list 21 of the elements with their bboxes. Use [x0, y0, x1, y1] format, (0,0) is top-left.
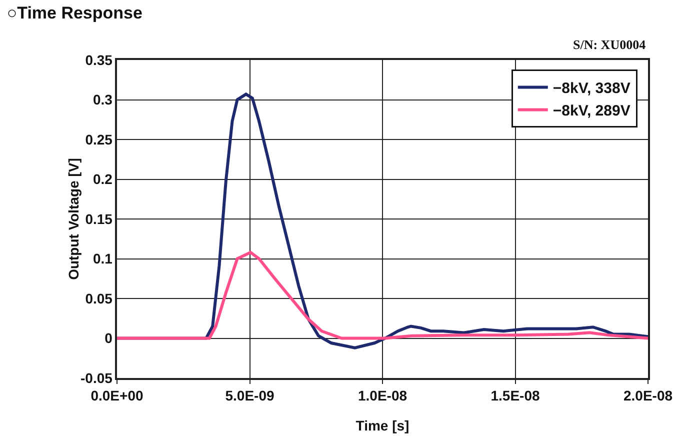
y-tick-label: 0.15 [85, 210, 113, 227]
x-tick-label: 2.0E-08 [623, 388, 673, 404]
legend-label: −8kV, 338V [552, 80, 630, 98]
y-tick-label: -0.05 [80, 370, 113, 386]
y-tick-label: 0.3 [92, 92, 113, 108]
y-tick-label: 0.05 [85, 290, 113, 306]
y-tick-label: 0.35 [85, 52, 113, 68]
chart-subtitle: S/N: XU0004 [573, 37, 646, 52]
y-tick-label: 0.2 [92, 171, 113, 188]
y-axis-title: Output Voltage [V] [66, 158, 82, 280]
y-tick-label: 0.25 [85, 131, 113, 148]
y-tick-label: 0.1 [92, 250, 113, 267]
line-series [117, 250, 648, 340]
legend-label: −8kV, 289V [552, 102, 630, 120]
x-axis-title: Time [s] [356, 418, 410, 434]
x-tick-label: 0.0E+00 [90, 388, 144, 404]
y-tick-label: 0 [104, 330, 113, 346]
x-tick-label: 5.0E-09 [225, 388, 274, 404]
x-tick-label: 1.0E-08 [358, 388, 408, 404]
x-tick-label: 1.5E-08 [490, 388, 540, 404]
chart-title: ○Time Response [6, 4, 142, 23]
